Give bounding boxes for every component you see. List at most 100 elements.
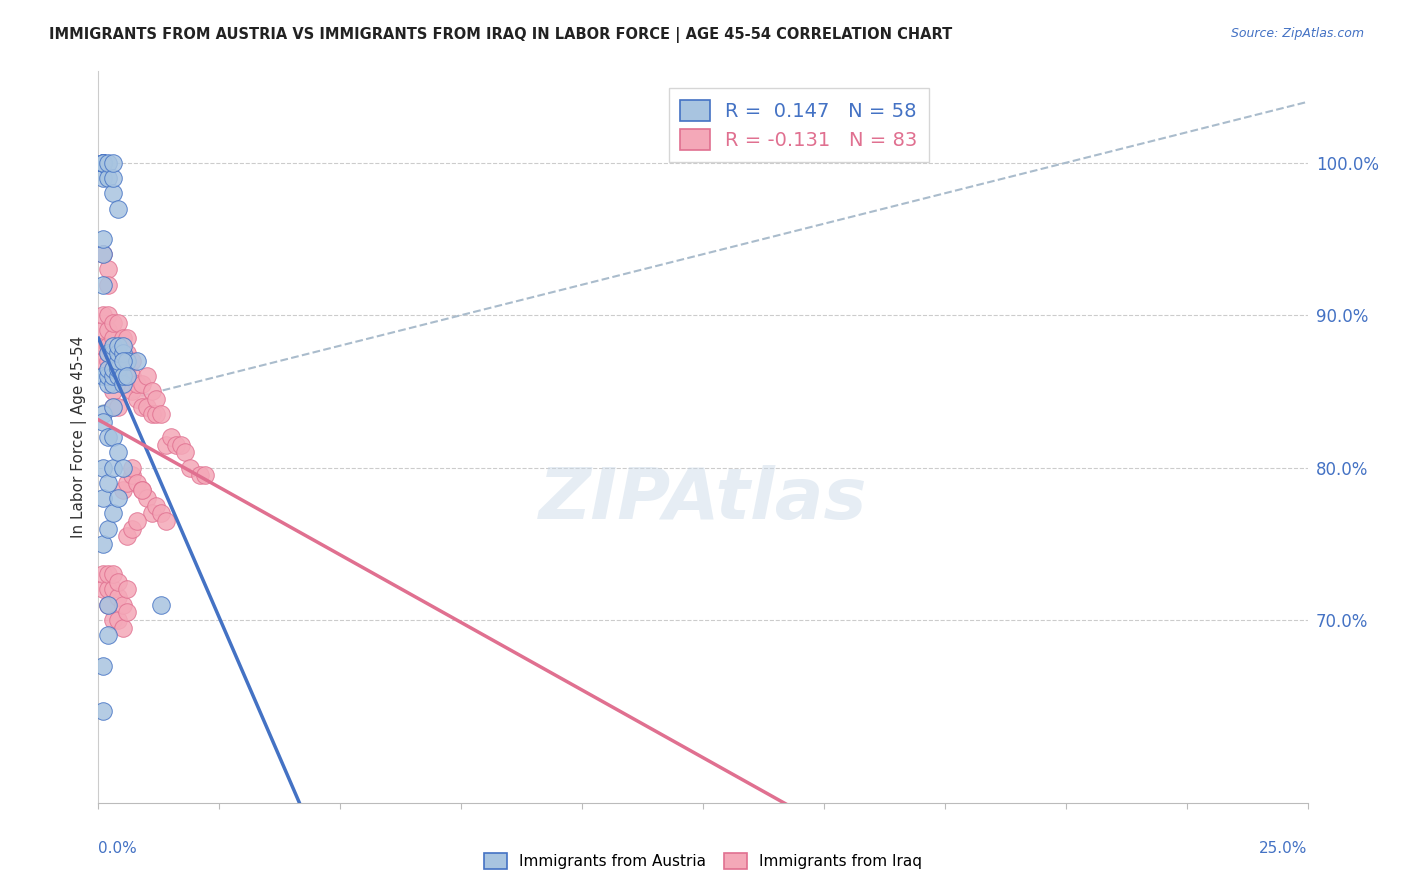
Point (101, 316, 124, 330)
Point (91, 369, 114, 384)
Point (97, 338, 120, 352)
Legend: Immigrants from Austria, Immigrants from Iraq: Immigrants from Austria, Immigrants from… (478, 847, 928, 875)
Point (101, 506, 124, 520)
Point (107, 369, 129, 384)
Point (111, 376, 134, 391)
Point (145, 392, 167, 406)
Point (135, 369, 157, 384)
Point (91, 582, 114, 597)
Point (121, 468, 143, 483)
Point (101, 331, 124, 345)
Point (127, 392, 149, 406)
Point (117, 475, 139, 490)
Point (91, 155, 114, 169)
Point (117, 354, 139, 368)
Point (107, 316, 129, 330)
Point (97, 582, 120, 597)
Point (107, 346, 129, 360)
Point (135, 400, 157, 414)
Point (169, 438, 191, 452)
Point (97, 323, 120, 337)
Point (141, 384, 163, 399)
Point (91, 247, 114, 261)
Text: Source: ZipAtlas.com: Source: ZipAtlas.com (1230, 27, 1364, 40)
Point (97, 361, 120, 376)
Point (179, 460, 201, 475)
Point (101, 460, 124, 475)
Point (111, 369, 134, 384)
Point (101, 400, 124, 414)
Point (150, 407, 173, 421)
Point (111, 354, 134, 368)
Point (155, 438, 177, 452)
Point (131, 376, 153, 391)
Point (111, 346, 134, 360)
Point (97, 521, 120, 535)
Point (97, 369, 120, 384)
Point (111, 369, 134, 384)
Point (101, 567, 124, 582)
Point (150, 506, 173, 520)
Point (97, 598, 120, 612)
Point (111, 338, 134, 352)
Point (121, 354, 143, 368)
Text: 0.0%: 0.0% (98, 841, 138, 856)
Point (91, 155, 114, 169)
Point (97, 277, 120, 292)
Point (91, 155, 114, 169)
Point (107, 400, 129, 414)
Point (97, 376, 120, 391)
Point (91, 537, 114, 551)
Point (131, 400, 153, 414)
Point (107, 574, 129, 589)
Point (160, 430, 183, 444)
Point (145, 407, 167, 421)
Point (91, 277, 114, 292)
Point (107, 202, 129, 216)
Text: ZIPAtlas: ZIPAtlas (538, 465, 868, 534)
Point (141, 407, 163, 421)
Point (101, 582, 124, 597)
Point (101, 400, 124, 414)
Point (101, 430, 124, 444)
Point (97, 171, 120, 186)
Point (107, 338, 129, 352)
Point (91, 658, 114, 673)
Point (97, 346, 120, 360)
Point (111, 483, 134, 498)
Point (91, 415, 114, 429)
Point (121, 369, 143, 384)
Legend: R =  0.147   N = 58, R = -0.131   N = 83: R = 0.147 N = 58, R = -0.131 N = 83 (669, 88, 929, 161)
Point (107, 354, 129, 368)
Point (131, 483, 153, 498)
Point (165, 438, 187, 452)
Point (91, 460, 114, 475)
Point (91, 407, 114, 421)
Point (97, 354, 120, 368)
Point (107, 590, 129, 604)
Point (145, 499, 167, 513)
Point (111, 346, 134, 360)
Point (91, 171, 114, 186)
Point (117, 331, 139, 345)
Point (141, 506, 163, 520)
Point (91, 567, 114, 582)
Point (97, 475, 120, 490)
Point (91, 155, 114, 169)
Point (107, 445, 129, 459)
Point (111, 354, 134, 368)
Point (117, 346, 139, 360)
Point (91, 247, 114, 261)
Point (121, 384, 143, 399)
Point (194, 468, 217, 483)
Point (117, 529, 139, 543)
Point (111, 460, 134, 475)
Point (101, 155, 124, 169)
Point (91, 704, 114, 718)
Point (101, 376, 124, 391)
Point (117, 582, 139, 597)
Point (97, 430, 120, 444)
Point (127, 475, 149, 490)
Point (101, 369, 124, 384)
Point (174, 445, 197, 459)
